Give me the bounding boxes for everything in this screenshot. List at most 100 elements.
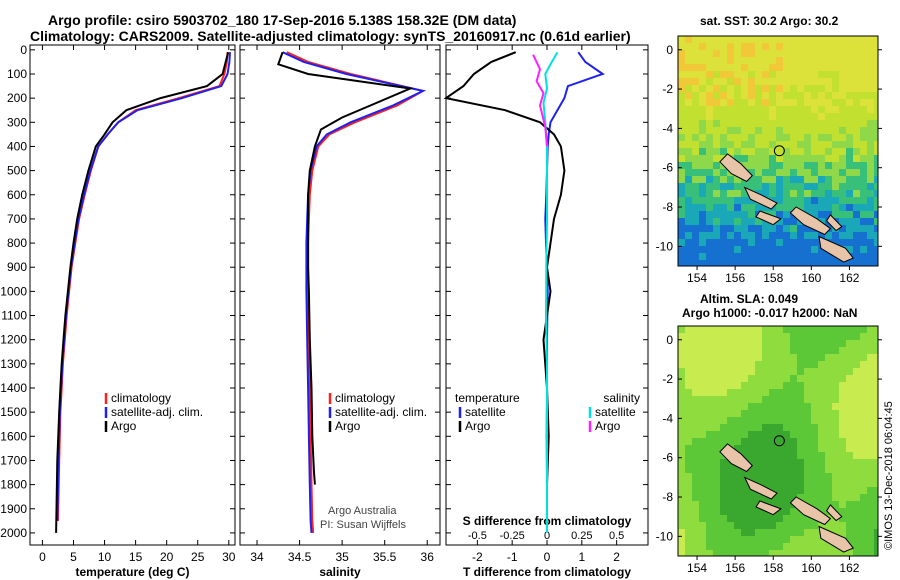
map-sst-cell (720, 232, 727, 239)
map-sst-cell (853, 218, 860, 225)
map-sla-cell (727, 326, 734, 333)
map-sst-cell (811, 92, 818, 99)
map-sst-cell (685, 92, 692, 99)
map-sst-cell (706, 218, 713, 225)
x-top-tick-label: -0.5 (468, 530, 487, 542)
map-sst-cell (839, 120, 846, 127)
map-sst-cell (706, 260, 713, 266)
map-sst-cell (692, 232, 699, 239)
map-sla-cell (720, 543, 727, 550)
map-sla-cell (783, 550, 790, 556)
map-sla-cell (790, 452, 797, 459)
map-sla-cell (846, 417, 853, 424)
map-sla-cell (790, 347, 797, 354)
map-sla-cell (755, 375, 762, 382)
map-sla-cell (860, 438, 867, 445)
map-sla-cell (713, 494, 720, 501)
map-sla-cell (818, 417, 825, 424)
map-sla-cell (706, 438, 713, 445)
map-sst-cell (734, 134, 741, 141)
map-sst-cell (699, 218, 706, 225)
map-sst-cell (818, 92, 825, 99)
map-sst-cell (818, 260, 825, 266)
y-tick-label: 1200 (0, 333, 27, 347)
map-sst-cell (769, 260, 776, 266)
map-sst-cell (783, 134, 790, 141)
map-sla-cell (741, 431, 748, 438)
map-sst-cell (860, 57, 867, 64)
map-sla-cell (727, 396, 734, 403)
map-sst-cell (762, 253, 769, 260)
map-sst-cell (727, 134, 734, 141)
map-sst-cell (783, 176, 790, 183)
map-sst-cell (867, 71, 874, 78)
map-sst-cell (720, 148, 727, 155)
map-sla-cell (811, 431, 818, 438)
map-sla-cell (755, 543, 762, 550)
map-sst-cell (755, 99, 762, 106)
map-sla-cell (825, 522, 832, 529)
map-sst-cell (832, 127, 839, 134)
map-sst-cell (811, 162, 818, 169)
map-sst-cell (804, 239, 811, 246)
y-tick-label: 700 (7, 212, 27, 226)
map-sst-island (755, 210, 782, 226)
map-sst-cell (860, 260, 867, 266)
map-sst-cell (720, 92, 727, 99)
map-sst-cell (699, 106, 706, 113)
map-sst-cell (867, 225, 874, 232)
map-sst-cell (727, 50, 734, 57)
map-sst-cell (741, 183, 748, 190)
map-sst-cell (692, 50, 699, 57)
map-sla-cell (706, 459, 713, 466)
map-sst-frame (677, 35, 879, 267)
map-sla-cell (720, 375, 727, 382)
map-sla-cell (776, 466, 783, 473)
map-sst-cell (762, 106, 769, 113)
map-sst-cell (839, 57, 846, 64)
map-sla-cell (727, 340, 734, 347)
map-sst-cell (685, 78, 692, 85)
map-sst-cell (776, 127, 783, 134)
map-sst-cell (713, 246, 720, 253)
map-sla-cell (776, 340, 783, 347)
map-sst-cell (762, 99, 769, 106)
map-sla-cell (783, 529, 790, 536)
map-sla-cell (692, 466, 699, 473)
map-sst-cell (748, 78, 755, 85)
map-sla-cell (853, 473, 860, 480)
map-sla-cell (797, 536, 804, 543)
map-sst-cell (790, 260, 797, 266)
map-sst-cell (839, 36, 846, 43)
map-sla-cell (832, 417, 839, 424)
map-sla-cell (762, 494, 769, 501)
map-sst-cell (867, 253, 874, 260)
map-sla-cell (832, 403, 839, 410)
map-sla-cell (755, 368, 762, 375)
map-sla-cell (825, 501, 832, 508)
map-sla-cell (727, 473, 734, 480)
map-sst-cell (867, 190, 874, 197)
legend-diff-t-label: Argo (465, 419, 491, 433)
map-sla-cell (818, 522, 825, 529)
map-sla-cell (811, 543, 818, 550)
map-sla-cell (783, 417, 790, 424)
map-sst-cell (860, 71, 867, 78)
map-sla-cell (692, 340, 699, 347)
map-sst-cell (783, 64, 790, 71)
map-sla-cell (762, 431, 769, 438)
map-sst-cell (713, 113, 720, 120)
map-sla-cell (818, 494, 825, 501)
map-sst-cell (720, 127, 727, 134)
map-sst-cell (685, 120, 692, 127)
x-top-tick-label: -0.25 (500, 530, 525, 542)
map-sst-cell (832, 113, 839, 120)
map-sst-cell (825, 190, 832, 197)
map-sst-cell (797, 43, 804, 50)
map-sst-cell (853, 148, 860, 155)
map-sla-cell (755, 515, 762, 522)
map-sst-cell (853, 253, 860, 260)
map-sst-cell (874, 197, 878, 204)
map-sst-cell (783, 204, 790, 211)
map-sst-cell (713, 169, 720, 176)
